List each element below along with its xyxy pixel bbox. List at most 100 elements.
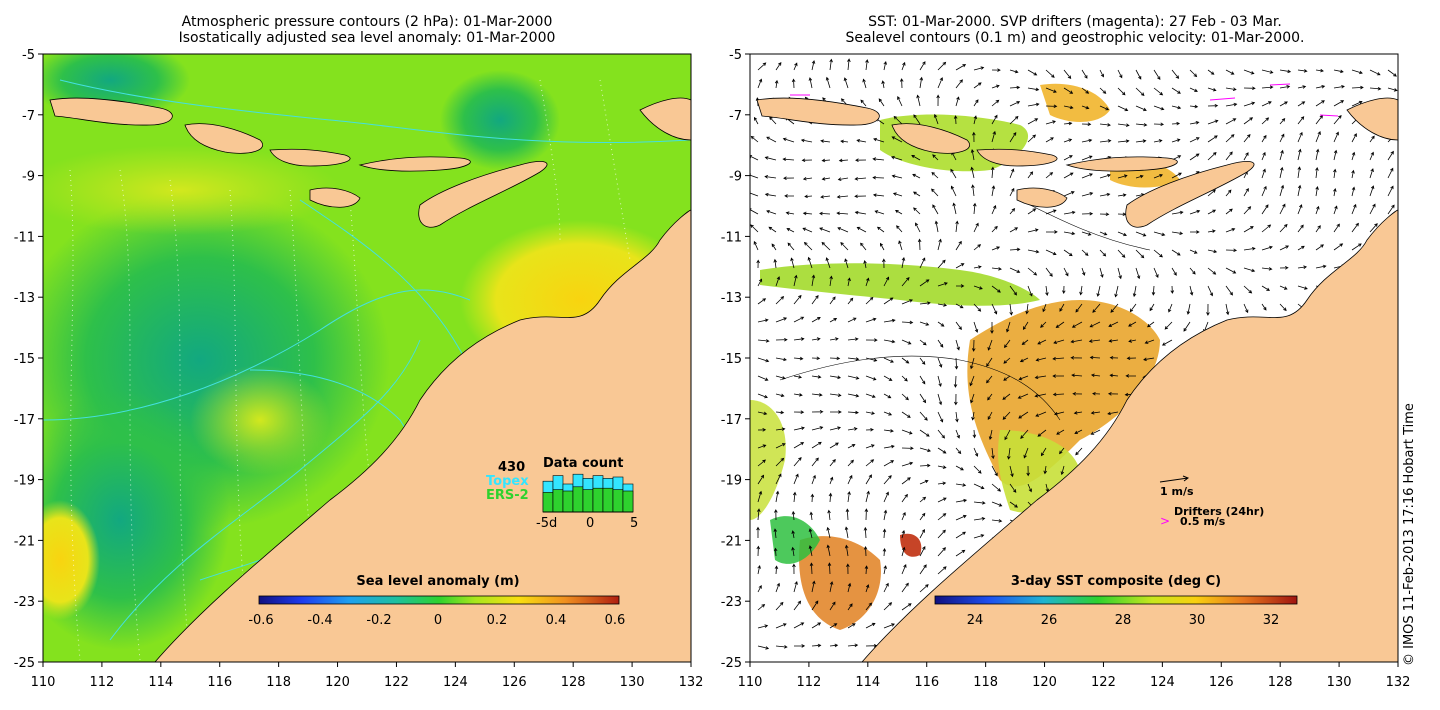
right-lon-tick-label: 112 xyxy=(796,675,821,690)
velocity-arrow xyxy=(901,493,908,503)
velocity-arrow xyxy=(953,375,958,388)
australia-mainland-left xyxy=(154,209,691,662)
velocity-arrow xyxy=(898,240,903,251)
velocity-arrow xyxy=(757,444,767,449)
sst-cool-southwest xyxy=(770,516,820,564)
velocity-arrow xyxy=(932,204,939,215)
velocity-arrow xyxy=(970,393,975,404)
velocity-arrow xyxy=(1243,206,1252,215)
sealevel-contours xyxy=(779,199,1151,421)
right-lon-tick-label: 116 xyxy=(914,675,939,690)
left-lon-tick-label: 120 xyxy=(325,675,350,690)
velocity-arrow xyxy=(793,457,802,467)
velocity-arrow xyxy=(1261,85,1274,90)
velocity-arrow xyxy=(883,460,895,467)
velocity-arrow xyxy=(1117,139,1130,143)
velocity-arrow xyxy=(956,284,965,288)
velocity-arrow xyxy=(955,96,960,107)
velocity-arrow xyxy=(973,115,978,125)
left-lat-tick-label: -19 xyxy=(14,474,35,489)
velocity-arrow xyxy=(1225,69,1235,75)
velocity-arrow xyxy=(1243,187,1249,197)
right-lon-tick-label: 110 xyxy=(738,675,763,690)
sst-tick: 28 xyxy=(1115,613,1132,628)
velocity-arrow xyxy=(1099,105,1110,111)
velocity-arrow xyxy=(1143,357,1155,362)
velocity-arrow xyxy=(988,429,993,441)
velocity-arrow xyxy=(840,139,849,144)
velocity-arrow xyxy=(1052,356,1065,361)
velocity-arrow xyxy=(829,393,842,397)
velocity-arrow xyxy=(955,339,960,351)
velocity-arrow xyxy=(1009,303,1013,316)
right-lat-tick-label: -9 xyxy=(729,170,742,185)
velocity-arrow xyxy=(919,463,931,468)
velocity-arrow xyxy=(1108,321,1119,327)
velocity-arrow xyxy=(847,582,852,593)
velocity-arrow xyxy=(991,99,1000,107)
velocity-arrow xyxy=(1151,285,1156,296)
velocity-arrow xyxy=(955,64,967,71)
velocity-arrow xyxy=(891,136,903,143)
velocity-arrow xyxy=(757,78,763,89)
flores-right xyxy=(1065,156,1178,172)
velocity-arrow xyxy=(973,465,982,474)
velocity-arrow xyxy=(919,429,930,437)
velocity-arrow xyxy=(1110,303,1119,313)
velocity-arrow xyxy=(882,547,887,557)
velocity-arrow xyxy=(825,257,831,269)
velocity-arrow xyxy=(954,357,959,370)
velocity-arrow xyxy=(1207,249,1218,254)
velocity-arrow xyxy=(1009,207,1016,215)
velocity-arrow xyxy=(1225,189,1232,197)
velocity-arrow xyxy=(1351,100,1363,107)
velocity-arrow xyxy=(894,210,903,215)
drifter-legend-arrow: > xyxy=(1160,514,1170,528)
velocity-arrow xyxy=(1243,247,1256,251)
velocity-arrow xyxy=(854,210,867,215)
velocity-arrow xyxy=(952,202,957,215)
velocity-arrow xyxy=(1027,267,1038,276)
velocity-arrow xyxy=(757,459,766,467)
velocity-arrow xyxy=(872,157,885,161)
velocity-arrow xyxy=(1135,139,1147,143)
velocity-arrow xyxy=(1171,121,1181,126)
tanimbar-left xyxy=(639,97,691,141)
velocity-arrow xyxy=(844,258,849,269)
velocity-arrow xyxy=(1279,203,1286,215)
velocity-arrow xyxy=(1243,285,1253,294)
velocity-arrow xyxy=(1081,138,1093,143)
velocity-arrow xyxy=(863,526,868,539)
velocity-arrow xyxy=(811,274,816,287)
velocity-arrow xyxy=(919,301,931,305)
velocity-arrow xyxy=(955,447,962,455)
velocity-arrow xyxy=(1022,321,1029,331)
velocity-arrow xyxy=(809,511,814,521)
velocity-arrow xyxy=(1063,105,1074,110)
velocity-arrow xyxy=(756,259,760,269)
velocity-arrow xyxy=(1063,69,1072,80)
velocity-arrow xyxy=(829,337,839,341)
velocity-arrow xyxy=(865,584,870,593)
velocity-arrow xyxy=(811,356,821,361)
velocity-arrow xyxy=(883,475,892,485)
velocity-arrow xyxy=(937,375,942,388)
velocity-arrow xyxy=(901,429,913,435)
velocity-arrow xyxy=(1007,447,1011,460)
velocity-arrow xyxy=(844,544,849,557)
left-lon-tick-label: 114 xyxy=(148,675,173,690)
velocity-arrow xyxy=(865,59,869,71)
sst-colorbar-label: 3-day SST composite (deg C) xyxy=(1011,574,1221,589)
velocity-arrow xyxy=(991,267,1002,271)
sla-high-southwest xyxy=(43,500,100,620)
velocity-arrow xyxy=(1081,249,1089,256)
velocity-arrow xyxy=(970,357,975,370)
velocity-arrow xyxy=(901,320,914,325)
velocity-arrow xyxy=(855,158,867,162)
velocity-arrow xyxy=(836,195,849,199)
velocity-arrow xyxy=(829,601,836,611)
velocity-arrow xyxy=(829,442,839,449)
sla-tick: 0.6 xyxy=(605,613,626,628)
velocity-arrow xyxy=(1315,225,1321,233)
